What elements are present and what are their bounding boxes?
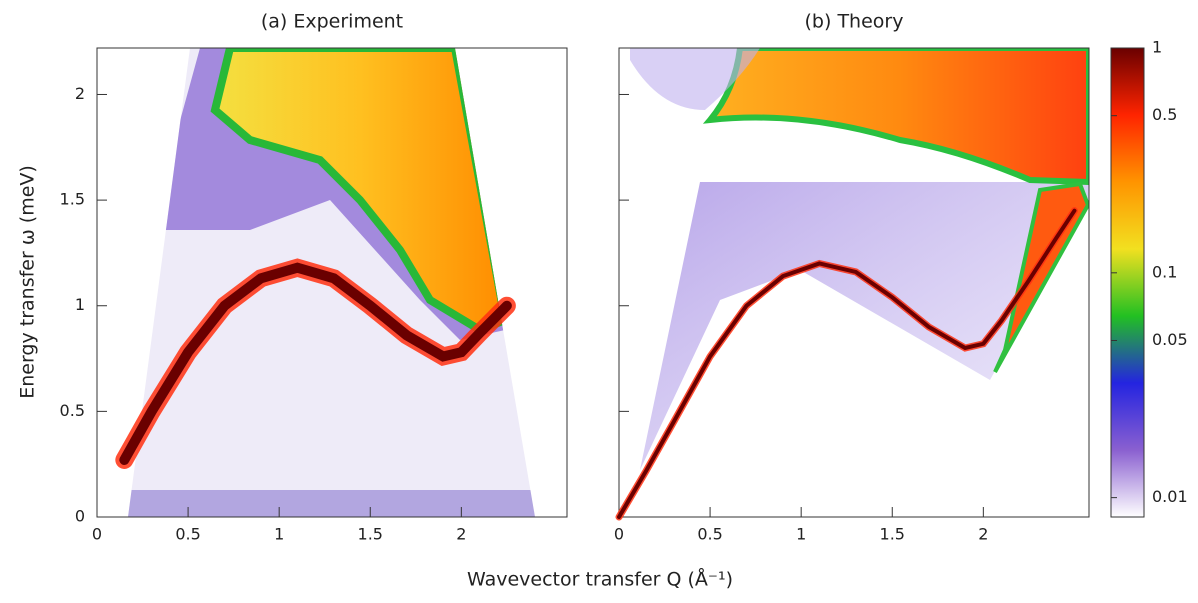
plot-frame [618,47,1090,518]
colorbar-tick-label: 0.1 [1152,262,1177,281]
theory-intensity [630,48,1089,470]
x-tick-label: 0.5 [697,525,722,544]
x-tick-label: 0.5 [175,525,200,544]
plot-frame [96,47,568,518]
colorbar-tick-label: 1 [1152,38,1162,57]
dispersion-curve [617,208,1077,519]
x-tick-label: 1.5 [358,525,383,544]
colorbar-tick-label: 0.5 [1152,105,1177,124]
x-tick-label: 1 [274,525,284,544]
y-tick-label: 2 [75,84,85,103]
x-tick-label: 0 [614,525,624,544]
y-tick-label: 1 [75,295,85,314]
y-tick-label: 0.5 [60,401,85,420]
colorbar-tick-label: 0.01 [1152,487,1188,506]
colorbar [1110,47,1145,518]
colorbar-tick-label: 0.05 [1152,330,1188,349]
x-tick-label: 1.5 [880,525,905,544]
x-tick-label: 2 [456,525,466,544]
panel-title: (a) Experiment [261,11,403,33]
experiment-intensity [128,48,535,517]
colorbar-fill [1111,48,1144,517]
x-tick-label: 0 [92,525,102,544]
y-tick-label: 0 [75,507,85,526]
panel-title: (b) Theory [805,11,904,33]
x-axis-label: Wavevector transfer Q (Å⁻¹) [467,568,733,591]
y-tick-label: 1.5 [60,190,85,209]
dispersion-curve [119,262,512,465]
y-axis-label: Energy transfer ω (meV) [17,165,39,399]
x-tick-label: 2 [978,525,988,544]
x-tick-label: 1 [796,525,806,544]
